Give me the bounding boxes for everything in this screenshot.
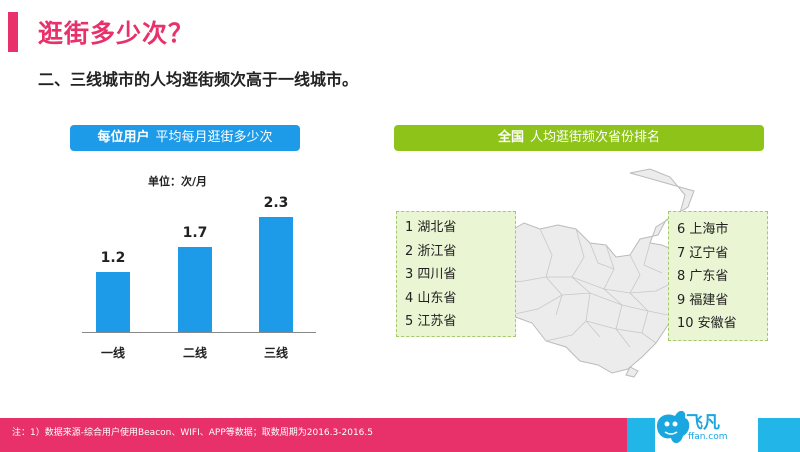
china-map-icon: [487, 168, 695, 378]
left-panel-header: 每位用户 平均每月逛街多少次: [70, 125, 300, 151]
list-item: 8 广东省: [677, 269, 729, 284]
page-title: 逛街多少次？: [38, 19, 195, 48]
list-item: 2 浙江省: [405, 243, 457, 259]
chart-data-label: 1.2: [100, 250, 126, 266]
list-item: 10 安徽省: [677, 316, 737, 331]
right-panel-header-text: 人均逛街频次省份排名: [530, 130, 661, 145]
footer-blue-block: [627, 418, 655, 452]
list-item: 3 四川省: [405, 267, 457, 282]
chart-bar: [178, 247, 212, 332]
right-panel-header: 全国 人均逛街频次省份排名: [394, 125, 764, 151]
title-accent-bar: [8, 12, 18, 52]
chart-x-axis: [82, 332, 316, 333]
list-item: 4 山东省: [405, 290, 457, 306]
ffan-whale-logo-icon: [657, 410, 690, 444]
left-panel-header-strong: 每位用户: [97, 130, 150, 145]
left-panel-header-text: 平均每月逛街多少次: [155, 130, 273, 145]
chart-category-label: 三线: [263, 346, 288, 360]
ranking-list-top5: 1 湖北省 2 浙江省 3 四川省 4 山东省 5 江苏省: [396, 211, 516, 337]
chart-bar: [259, 217, 293, 332]
list-item: 9 福建省: [677, 292, 729, 308]
right-panel-header-strong: 全国: [497, 130, 524, 145]
footer-pink-band: 注：1）数据来源-综合用户使用Beacon、WIFI、APP等数据；取数周期为2…: [0, 418, 627, 452]
logo-url: ffan.com: [688, 432, 728, 442]
chart-bar: [96, 272, 130, 332]
chart-data-label: 2.3: [263, 195, 289, 211]
chart-category-label: 一线: [100, 346, 125, 360]
logo-text: 飞凡: [686, 413, 720, 433]
chart-unit-label: 单位：次/月: [148, 175, 208, 188]
list-item: 7 辽宁省: [677, 245, 729, 261]
ranking-list-6-to-10: 6 上海市 7 辽宁省 8 广东省 9 福建省 10 安徽省: [668, 211, 768, 341]
list-item: 1 湖北省: [405, 220, 457, 235]
list-item: 5 江苏省: [405, 314, 457, 329]
chart-category-label: 二线: [182, 346, 207, 360]
page-subtitle: 二、三线城市的人均逛街频次高于一线城市。: [38, 70, 359, 89]
footer-note: 注：1）数据来源-综合用户使用Beacon、WIFI、APP等数据；取数周期为2…: [12, 428, 373, 438]
footer-blue-block-right: [758, 418, 800, 452]
chart-data-label: 1.7: [182, 225, 208, 241]
footer-bar: 注：1）数据来源-综合用户使用Beacon、WIFI、APP等数据；取数周期为2…: [0, 418, 800, 452]
list-item: 6 上海市: [677, 222, 729, 237]
